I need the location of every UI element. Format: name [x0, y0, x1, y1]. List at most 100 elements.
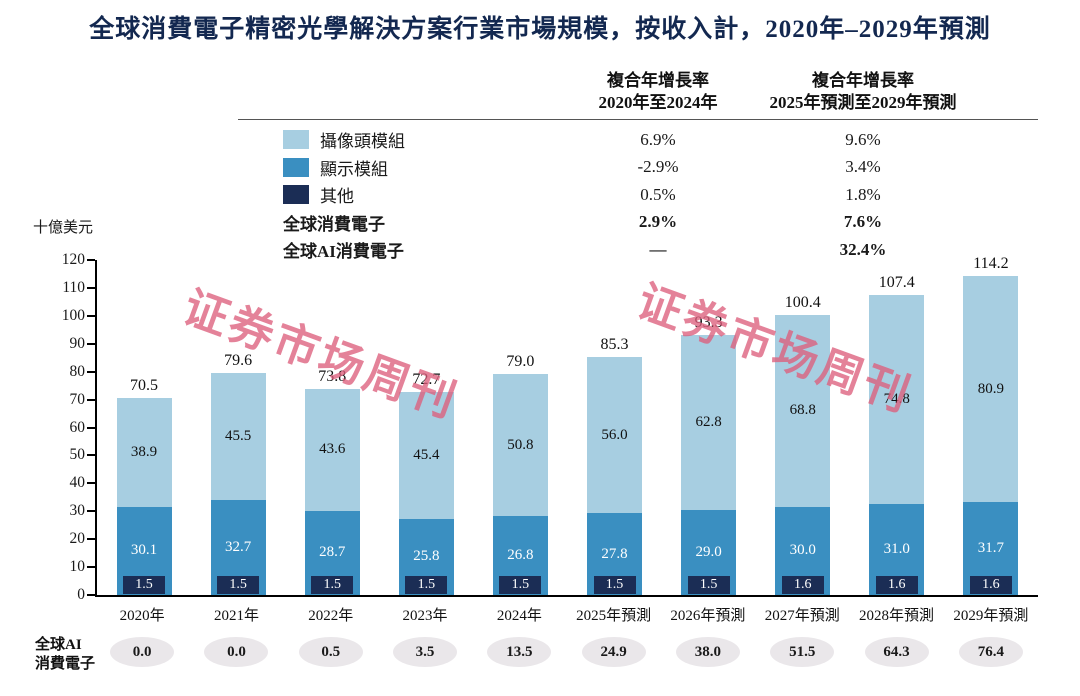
bar-total-label: 79.0 [506, 353, 535, 371]
ai-value-cell: 76.4 [944, 637, 1038, 667]
y-tick-label: 120 [61, 251, 85, 268]
ai-value-badge: 3.5 [393, 637, 458, 667]
stacked-bar: 45.4 25.8 1.5 [398, 392, 454, 595]
ai-value-cell: 3.5 [378, 637, 472, 667]
cagr-header-1-line2: 2020年至2024年 [598, 93, 718, 112]
cagr-value-2025-2029: 3.4% [845, 157, 881, 177]
legend-entry: 其他 [238, 182, 568, 207]
cagr-header-2-line2: 2025年預測至2029年預測 [769, 93, 957, 112]
ai-value-cell: 0.0 [95, 637, 189, 667]
y-tick-mark [87, 482, 95, 485]
cagr-value-2025-2029: 7.6% [843, 212, 883, 232]
y-tick-label: 40 [69, 474, 86, 492]
ai-value-badge: 51.5 [770, 637, 835, 667]
bar-column-2020年: 70.5 38.9 30.1 1.5 [97, 377, 191, 595]
cagr-header-2020-2024: 複合年增長率 2020年至2024年 [568, 70, 748, 114]
ai-value-cell: 0.5 [284, 637, 378, 667]
x-tick-label: 2025年預測 [576, 608, 652, 624]
segment-camera-module: 38.9 [116, 398, 172, 507]
ai-value-row: 0.0 0.0 0.5 3.5 13.5 24.9 38.0 51.5 64.3 76.4 [95, 637, 1038, 667]
ai-row-label: 全球AI 消費電子 [35, 636, 95, 674]
segment-camera-module: 43.6 [304, 388, 360, 511]
bar-column-2027年預測: 100.4 68.8 30.0 1.6 [756, 294, 850, 595]
bar-column-2022年: 73.8 43.6 28.7 1.5 [285, 368, 379, 595]
segment-others: 1.5 [593, 576, 636, 594]
bar-column-2026年預測: 93.3 62.8 29.0 1.5 [662, 314, 756, 595]
stacked-bar: 45.5 32.7 1.5 [210, 372, 266, 595]
y-tick-mark [87, 426, 95, 429]
y-tick-label: 90 [69, 334, 86, 352]
bar-total-label: 100.4 [784, 293, 821, 311]
bar-total-label: 107.4 [878, 274, 915, 292]
ai-value-badge: 0.0 [204, 637, 269, 667]
bar-column-2024年: 79.0 50.8 26.8 1.5 [473, 353, 567, 595]
legend-entry: 全球AI消費電子 [238, 237, 568, 262]
ai-value-cell: 13.5 [472, 637, 566, 667]
chart-title: 全球消費電子精密光學解決方案行業市場規模，按收入計，2020年–2029年預測 [89, 16, 991, 43]
segment-camera-module: 80.9 [963, 276, 1019, 503]
legend-label: 其他 [320, 187, 354, 207]
cagr-header-1-line1: 複合年增長率 [607, 71, 709, 90]
ai-value-badge: 0.5 [298, 637, 363, 667]
x-tick-label: 2023年 [402, 608, 448, 624]
y-tick-mark [87, 566, 95, 569]
x-tick-label: 2027年預測 [764, 608, 840, 624]
legend-label: 全球AI消費電子 [283, 242, 404, 262]
ai-value-badge: 0.0 [110, 637, 175, 667]
plot-area: 70.5 38.9 30.1 1.5 79.6 45.5 32.7 1.5 73.8 43.6 28… [62, 251, 1038, 603]
y-tick-label: 60 [69, 418, 86, 436]
cagr-value-2025-2029: 9.6% [845, 129, 881, 149]
legend-entry: 顯示模組 [238, 155, 568, 180]
y-tick-mark [87, 314, 95, 317]
cagr-row-2: 其他 0.5% 1.8% [238, 181, 1038, 209]
cagr-header-spacer [238, 70, 568, 114]
y-tick-mark [87, 259, 95, 261]
stacked-bar: 43.6 28.7 1.5 [304, 388, 360, 595]
ai-value-cell: 64.3 [849, 637, 943, 667]
ai-value-badge: 64.3 [864, 637, 929, 667]
y-tick-mark [87, 538, 95, 541]
segment-camera-module: 56.0 [587, 356, 643, 514]
x-tick-label: 2024年 [496, 608, 542, 624]
ai-value-cell: 0.0 [189, 637, 283, 667]
bar-total-label: 93.3 [694, 313, 723, 331]
bar-column-2023年: 72.7 45.4 25.8 1.5 [379, 371, 473, 595]
legend-label: 全球消費電子 [283, 214, 385, 234]
bar-column-2028年預測: 107.4 74.8 31.0 1.6 [850, 274, 944, 595]
stacked-bar: 80.9 31.7 1.6 [963, 276, 1019, 595]
ai-value-badge: 13.5 [487, 637, 552, 667]
segment-others: 1.5 [311, 576, 354, 594]
segment-others: 1.6 [781, 576, 824, 594]
y-tick-label: 20 [69, 530, 86, 548]
bars-container: 70.5 38.9 30.1 1.5 79.6 45.5 32.7 1.5 73.8 43.6 28… [97, 255, 1038, 595]
x-tick-label: 2021年 [213, 608, 259, 624]
y-axis-unit-label: 十億美元 [33, 220, 94, 236]
bar-total-label: 79.6 [224, 351, 253, 369]
cagr-value-2020-2024: 0.5% [640, 184, 676, 204]
segment-others: 1.5 [217, 576, 260, 594]
y-tick-label: 50 [69, 446, 86, 464]
segment-others: 1.5 [123, 576, 166, 594]
ai-row-label-line2: 消費電子 [35, 656, 96, 672]
bar-total-label: 70.5 [130, 377, 159, 395]
segment-others: 1.6 [969, 576, 1012, 594]
segment-camera-module: 45.4 [398, 392, 454, 519]
segment-camera-module: 62.8 [681, 334, 737, 510]
cagr-value-2020-2024: 2.9% [638, 212, 678, 232]
y-tick-mark [87, 286, 95, 289]
y-tick-mark [87, 594, 95, 596]
y-tick-label: 100 [61, 306, 85, 324]
cagr-value-2025-2029: 1.8% [845, 184, 881, 204]
ai-value-cell: 38.0 [661, 637, 755, 667]
bar-total-label: 85.3 [600, 335, 629, 353]
bar-total-label: 73.8 [318, 367, 347, 385]
ai-value-badge: 38.0 [675, 637, 740, 667]
stacked-bar: 74.8 31.0 1.6 [869, 295, 925, 595]
ai-value-badge: 24.9 [581, 637, 646, 667]
y-tick-mark [87, 398, 95, 401]
cagr-header-2025-2029: 複合年增長率 2025年預測至2029年預測 [748, 70, 978, 114]
cagr-row-0: 攝像頭模組 6.9% 9.6% [238, 126, 1038, 154]
cagr-legend-table: 複合年增長率 2020年至2024年 複合年增長率 2025年預測至2029年預… [238, 70, 1038, 264]
cagr-value-2020-2024: 6.9% [640, 129, 676, 149]
legend-swatch [283, 185, 309, 205]
